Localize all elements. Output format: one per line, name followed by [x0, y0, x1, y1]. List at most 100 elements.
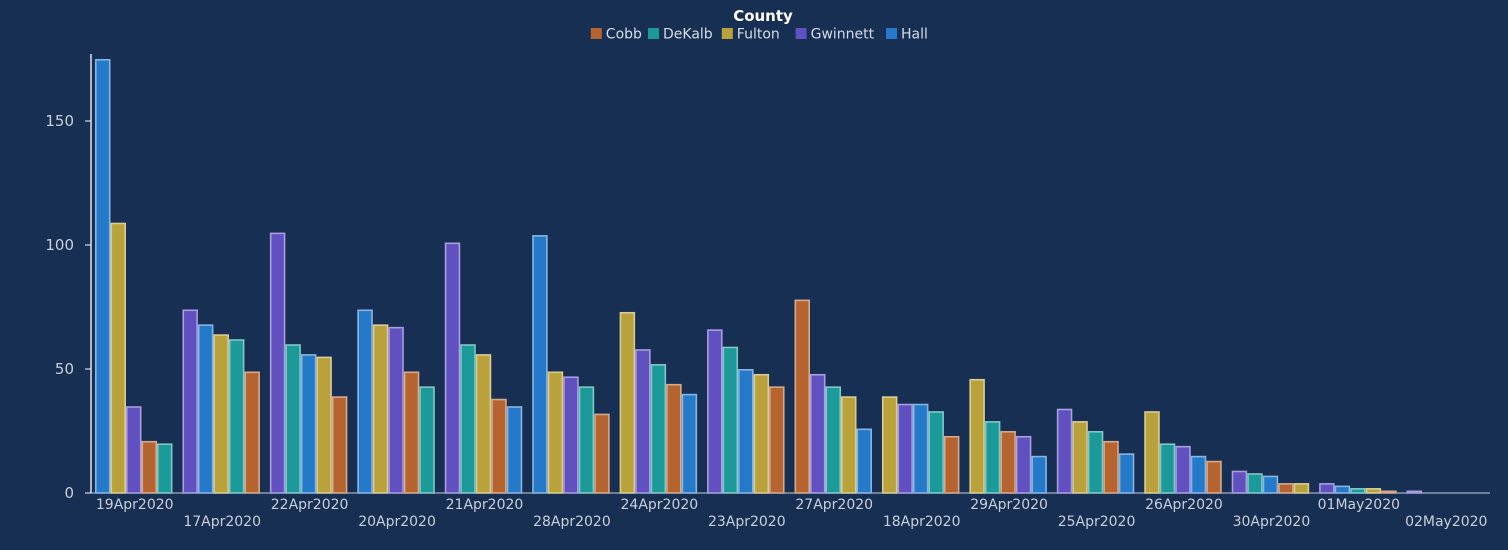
x-tick-label: 29Apr2020	[970, 497, 1048, 513]
bar-24Apr2020-hall[interactable]	[681, 393, 698, 494]
bar-22Apr2020-hall[interactable]	[300, 354, 317, 494]
bar-17Apr2020-cobb[interactable]	[244, 371, 260, 494]
legend-item-fulton[interactable]: Fulton	[737, 27, 780, 43]
bar-21Apr2020-gwinnett[interactable]	[444, 242, 461, 494]
bar-30Apr2020-dekalb[interactable]	[1247, 473, 1263, 494]
bar-21Apr2020-cobb[interactable]	[491, 398, 507, 494]
bar-27Apr2020-hall[interactable]	[856, 428, 872, 494]
bar-28Apr2020-gwinnett[interactable]	[563, 376, 579, 494]
x-tick-label: 24Apr2020	[621, 497, 699, 513]
bar-21Apr2020-fulton[interactable]	[475, 354, 492, 494]
bar-22Apr2020-cobb[interactable]	[331, 396, 348, 494]
legend-swatch-fulton[interactable]	[721, 28, 733, 39]
x-tick-label: 28Apr2020	[533, 514, 611, 530]
x-tick-label: 25Apr2020	[1058, 514, 1136, 530]
bar-21Apr2020-hall[interactable]	[506, 406, 523, 494]
bar-17Apr2020-dekalb[interactable]	[228, 339, 245, 494]
bar-20Apr2020-hall[interactable]	[357, 309, 373, 494]
bar-20Apr2020-dekalb[interactable]	[419, 386, 435, 494]
bar-19Apr2020-cobb[interactable]	[141, 440, 158, 494]
bar-22Apr2020-dekalb[interactable]	[285, 344, 301, 494]
bar-25Apr2020-dekalb[interactable]	[1087, 430, 1104, 494]
bar-28Apr2020-dekalb[interactable]	[578, 386, 595, 494]
bar-27Apr2020-gwinnett[interactable]	[809, 373, 826, 494]
bar-29Apr2020-hall[interactable]	[1031, 455, 1047, 494]
bar-24Apr2020-dekalb[interactable]	[650, 364, 667, 494]
bar-01May2020-cobb[interactable]	[1381, 490, 1397, 494]
bar-30Apr2020-cobb[interactable]	[1278, 483, 1294, 494]
bar-23Apr2020-dekalb[interactable]	[722, 346, 739, 494]
legend-item-cobb[interactable]: Cobb	[606, 27, 642, 43]
bar-17Apr2020-hall[interactable]	[197, 324, 214, 494]
bar-27Apr2020-dekalb[interactable]	[825, 386, 841, 494]
bar-21Apr2020-dekalb[interactable]	[460, 344, 476, 494]
bar-29Apr2020-cobb[interactable]	[1000, 430, 1016, 494]
bar-18Apr2020-gwinnett[interactable]	[897, 403, 913, 494]
bar-28Apr2020-hall[interactable]	[532, 235, 548, 494]
bar-01May2020-dekalb[interactable]	[1350, 488, 1366, 494]
bar-26Apr2020-gwinnett[interactable]	[1175, 445, 1191, 494]
legend-item-dekalb[interactable]: DeKalb	[663, 27, 713, 43]
legend-swatch-cobb[interactable]	[590, 28, 602, 39]
legend-swatch-gwinnett[interactable]	[795, 28, 807, 39]
bar-19Apr2020-fulton[interactable]	[110, 222, 127, 494]
bar-17Apr2020-gwinnett[interactable]	[182, 309, 198, 494]
legend-item-gwinnett[interactable]: Gwinnett	[811, 27, 875, 43]
legend: County Cobb DeKalb Fulton Gwinnett Hall	[590, 7, 928, 43]
x-tick-label: 17Apr2020	[183, 514, 261, 530]
bar-26Apr2020-cobb[interactable]	[1206, 460, 1222, 494]
bar-30Apr2020-hall[interactable]	[1262, 475, 1279, 494]
legend-swatch-hall[interactable]	[886, 28, 897, 39]
bar-30Apr2020-fulton[interactable]	[1293, 483, 1310, 494]
bar-17Apr2020-fulton[interactable]	[213, 334, 229, 494]
x-tick-label: 22Apr2020	[271, 497, 349, 513]
bars	[95, 58, 1423, 494]
bar-20Apr2020-cobb[interactable]	[403, 371, 420, 494]
bar-25Apr2020-fulton[interactable]	[1072, 421, 1088, 494]
bar-22Apr2020-fulton[interactable]	[316, 356, 332, 494]
bar-27Apr2020-fulton[interactable]	[840, 396, 857, 494]
x-tick-label: 30Apr2020	[1233, 514, 1311, 530]
bar-01May2020-gwinnett[interactable]	[1319, 483, 1335, 494]
bar-26Apr2020-dekalb[interactable]	[1159, 443, 1176, 494]
bar-28Apr2020-fulton[interactable]	[547, 371, 564, 494]
bar-18Apr2020-cobb[interactable]	[943, 435, 960, 494]
bar-24Apr2020-cobb[interactable]	[666, 383, 682, 494]
bar-29Apr2020-gwinnett[interactable]	[1015, 435, 1032, 494]
legend-item-hall[interactable]: Hall	[901, 27, 928, 43]
x-tick-label: 01May2020	[1318, 497, 1400, 513]
bar-23Apr2020-hall[interactable]	[738, 368, 754, 494]
bar-29Apr2020-dekalb[interactable]	[984, 421, 1001, 494]
x-tick-label: 21Apr2020	[446, 497, 524, 513]
bar-23Apr2020-gwinnett[interactable]	[707, 329, 723, 494]
bar-19Apr2020-dekalb[interactable]	[157, 443, 173, 494]
bar-30Apr2020-gwinnett[interactable]	[1231, 470, 1248, 494]
bar-01May2020-hall[interactable]	[1334, 485, 1351, 494]
bar-26Apr2020-fulton[interactable]	[1144, 411, 1160, 494]
bar-24Apr2020-fulton[interactable]	[619, 311, 636, 494]
legend-title: County	[733, 7, 793, 25]
bar-20Apr2020-fulton[interactable]	[372, 324, 389, 494]
bar-19Apr2020-gwinnett[interactable]	[126, 406, 142, 494]
bar-25Apr2020-gwinnett[interactable]	[1056, 408, 1073, 494]
bar-20Apr2020-gwinnett[interactable]	[388, 326, 404, 494]
bar-25Apr2020-cobb[interactable]	[1103, 440, 1119, 494]
bar-02May2020-gwinnett[interactable]	[1406, 490, 1423, 494]
bar-27Apr2020-cobb[interactable]	[794, 299, 810, 494]
x-tick-label: 18Apr2020	[883, 514, 961, 530]
bar-23Apr2020-cobb[interactable]	[769, 386, 785, 494]
bar-29Apr2020-fulton[interactable]	[969, 378, 985, 494]
bar-22Apr2020-gwinnett[interactable]	[269, 232, 286, 494]
bar-19Apr2020-hall[interactable]	[95, 58, 111, 494]
bar-18Apr2020-hall[interactable]	[912, 403, 929, 494]
bar-28Apr2020-cobb[interactable]	[594, 413, 610, 494]
bar-24Apr2020-gwinnett[interactable]	[635, 349, 651, 494]
bar-18Apr2020-fulton[interactable]	[881, 396, 898, 494]
bar-25Apr2020-hall[interactable]	[1118, 453, 1135, 494]
bar-18Apr2020-dekalb[interactable]	[928, 411, 944, 494]
legend-swatch-dekalb[interactable]	[648, 28, 659, 39]
bar-23Apr2020-fulton[interactable]	[753, 373, 770, 494]
bar-26Apr2020-hall[interactable]	[1190, 455, 1207, 494]
bar-01May2020-fulton[interactable]	[1365, 488, 1382, 494]
